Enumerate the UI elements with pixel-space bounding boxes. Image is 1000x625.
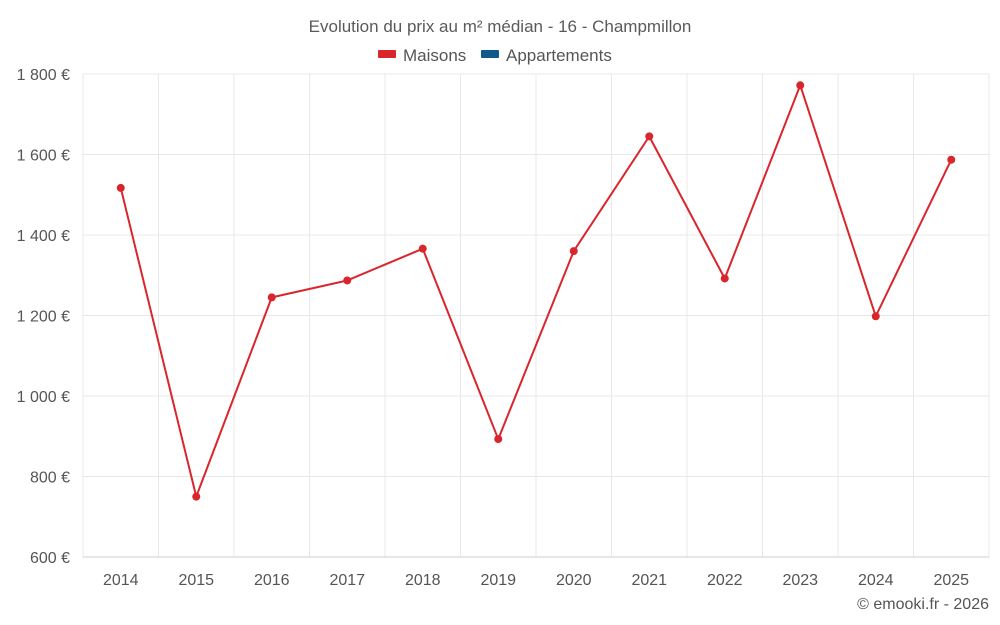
data-point-2018[interactable] (418, 244, 427, 253)
data-point-2017[interactable] (343, 276, 352, 285)
data-point-2022[interactable] (720, 274, 729, 283)
x-tick-label: 2019 (480, 572, 516, 589)
legend-swatch-maisons (378, 50, 396, 58)
x-gridlines (82, 74, 990, 557)
y-tick-label: 1 200 € (17, 309, 70, 326)
x-tick-label: 2017 (329, 572, 365, 589)
legend-item-appartements[interactable]: Appartements (481, 46, 612, 65)
data-point-2016[interactable] (267, 293, 276, 302)
x-tick-label: 2022 (707, 572, 743, 589)
series-points (116, 81, 956, 501)
legend-swatch-appartements (481, 50, 499, 58)
x-tick-label: 2023 (782, 572, 818, 589)
x-tick-label: 2021 (631, 572, 667, 589)
y-axis-labels: 600 € 800 € 1 000 € 1 200 € 1 400 € 1 600 € 1 … (17, 67, 70, 567)
legend-item-maisons[interactable]: Maisons (378, 46, 466, 65)
x-tick-label: 2016 (254, 572, 290, 589)
data-point-2021[interactable] (645, 132, 654, 141)
x-axis-labels: 2014 2015 2016 2017 2018 2019 2020 2021 2022 2023… (103, 572, 969, 589)
y-tick-label: 600 € (30, 550, 70, 567)
x-tick-label: 2018 (405, 572, 441, 589)
x-tick-label: 2025 (933, 572, 969, 589)
x-tick-label: 2015 (178, 572, 214, 589)
series-line-maisons (119, 84, 953, 498)
data-point-2014[interactable] (116, 183, 125, 192)
y-tick-label: 1 400 € (17, 228, 70, 245)
y-tick-label: 1 000 € (17, 389, 70, 406)
credit-text: © emooki.fr - 2026 (857, 596, 989, 613)
data-point-2020[interactable] (569, 247, 578, 256)
data-point-2025[interactable] (947, 155, 956, 164)
y-tick-label: 1 800 € (17, 67, 70, 84)
data-point-2024[interactable] (871, 312, 880, 321)
series-lines (119, 84, 953, 498)
legend-label-appartements: Appartements (506, 46, 612, 65)
y-tick-label: 800 € (30, 470, 70, 487)
data-point-2015[interactable] (192, 492, 201, 501)
legend-label-maisons: Maisons (403, 46, 466, 65)
data-point-2023[interactable] (796, 81, 805, 90)
data-point-2019[interactable] (494, 435, 503, 444)
x-tick-label: 2024 (858, 572, 894, 589)
legend: Maisons Appartements (378, 46, 612, 65)
chart-title: Evolution du prix au m² médian - 16 - Ch… (309, 17, 692, 36)
y-tick-label: 1 600 € (17, 148, 70, 165)
x-tick-label: 2020 (556, 572, 592, 589)
x-tick-label: 2014 (103, 572, 139, 589)
